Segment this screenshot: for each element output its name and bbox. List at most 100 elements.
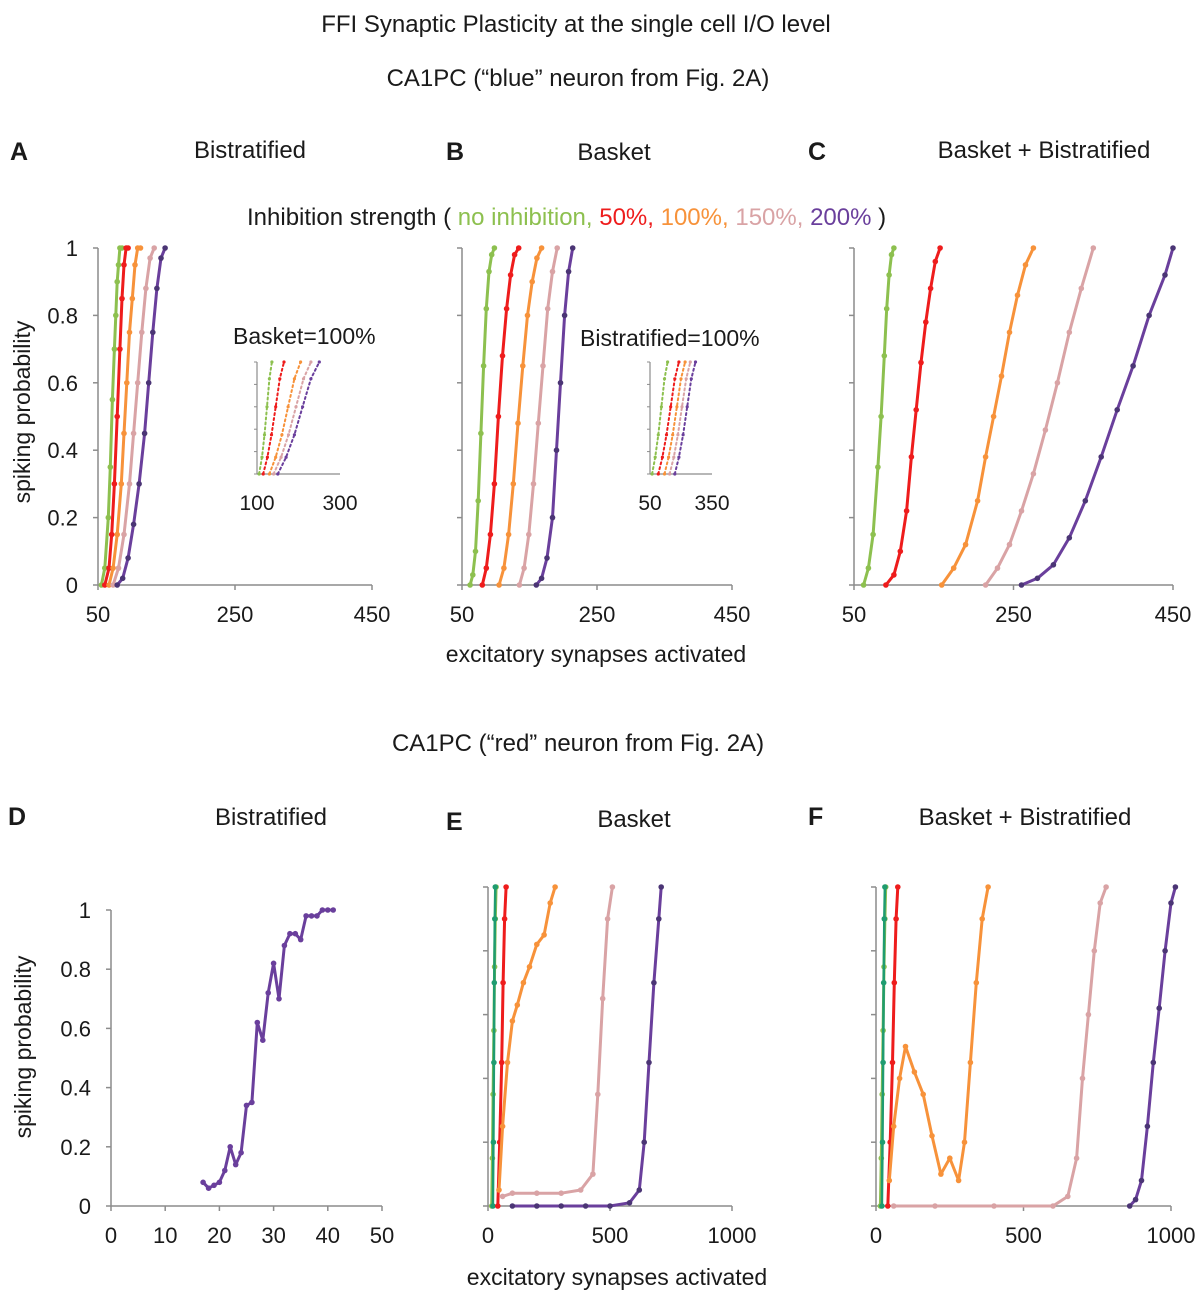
panel-D-series-0-point-18 [297, 936, 304, 943]
panel-D-series-0-point-0 [200, 1179, 206, 1186]
panel-A-inset-series-4-point-1 [284, 455, 288, 459]
panel-F-series-3-point-10 [961, 1139, 968, 1145]
panel-A-series-3-point-2 [121, 531, 127, 538]
panel-A-series-2 [106, 245, 144, 588]
panel-D-series-0-point-11 [260, 1037, 266, 1043]
panel-F-series-3-point-9 [955, 1177, 962, 1184]
panel-C-series-3-point-5 [1042, 427, 1049, 433]
panel-E-series-3 [496, 884, 558, 1193]
panel-C-series-3-point-9 [1090, 245, 1097, 251]
panel-F-series-4-point-3 [1050, 1203, 1056, 1209]
panel-E-series-5 [509, 884, 664, 1209]
panel-C-series-1-point-0 [883, 582, 889, 588]
panel-A-series-2-point-2 [114, 531, 120, 538]
panel-A-series-3-line [111, 246, 156, 587]
panel-F-series-3-point-8 [947, 1155, 953, 1161]
panel-C-series-4-point-7 [1130, 363, 1136, 369]
panel-C-series-2-point-8 [1014, 292, 1021, 299]
panel-C-series-3 [982, 245, 1097, 588]
panel-D-series-0-point-4 [222, 1167, 228, 1174]
panel-B-series-1-point-9 [515, 245, 522, 251]
panel-D-series-0-point-8 [243, 1102, 250, 1109]
panel-B-series-2 [496, 245, 545, 588]
panel-B-inset-series-3-point-3 [680, 405, 684, 409]
panel-F-series-3-point-0 [886, 1177, 893, 1184]
panel-A-series-0-point-8 [115, 262, 122, 268]
panel-F-series-3-point-2 [896, 1075, 903, 1082]
panel-B-inset-series-1-point-2 [664, 433, 669, 437]
panel-A-inset-series-2-point-2 [280, 433, 284, 437]
panel-A-series-1 [102, 245, 131, 588]
panel-A-inset-series-2-point-0 [267, 472, 271, 476]
panel-E-series-5-point-9 [651, 979, 657, 986]
panel-C-series-0-point-0 [860, 582, 867, 588]
panel-B-series-4-point-3 [549, 514, 556, 521]
panel-F-series-3-point-3 [902, 1043, 909, 1050]
panel-B-inset-series-4-line [673, 361, 697, 475]
panel-B-series-2-point-5 [520, 363, 526, 369]
legend: Inhibition strength ( no inhibition, 50%… [247, 204, 886, 231]
panel-A-series-2-point-8 [132, 262, 138, 268]
panel-A-series-4-point-6 [145, 380, 152, 386]
panel-E-x-ticklabel-0: 0 [482, 1223, 494, 1248]
panel-B-series-1-point-1 [483, 565, 490, 571]
panel-C-series-0-point-4 [878, 413, 884, 420]
panel-D-series-0-point-14 [276, 996, 282, 1002]
panel-A-series-3-point-0 [110, 582, 116, 588]
panel-E-x-ticklabel-2: 1000 [708, 1223, 757, 1248]
panel-A-inset-series-3 [272, 360, 313, 476]
panel-A-series-2-point-3 [118, 481, 125, 487]
panel-C-series-1-point-2 [897, 548, 904, 555]
panel-D-series-0-point-17 [292, 930, 299, 937]
panel-A-inset-x-ticklabel-0: 100 [239, 492, 274, 515]
panel-E-series-2-point-0 [495, 1203, 501, 1209]
panel-B-inset-series-0-line [651, 361, 669, 475]
panel-C-series-1-point-8 [927, 285, 934, 292]
panel-B-series-3-point-7 [549, 268, 556, 275]
panel-B-series-4-point-2 [544, 555, 550, 561]
panel-F-series-5-point-3 [1144, 1123, 1151, 1130]
panel-C-series-3-point-6 [1054, 380, 1061, 386]
panel-A-inset-series-2-point-3 [286, 405, 290, 409]
panel-A-inset-series-0-point-1 [260, 455, 264, 459]
panel-B-inset-series-4-point-1 [677, 455, 681, 459]
panel-B-x-ticklabel-0: 50 [450, 602, 474, 627]
panel-A-inset-series-3-point-1 [279, 455, 283, 459]
panel-A-series-3-point-8 [147, 255, 153, 261]
panel-B-series-3-point-6 [544, 305, 551, 312]
panel-A-inset-series-4-point-5 [317, 360, 321, 364]
panel-D-series-0-point-23 [325, 907, 331, 913]
panel-F-series-3-point-7 [938, 1171, 944, 1177]
panel-A-series-0-point-3 [107, 464, 114, 470]
panel-A-series-4-point-8 [154, 285, 160, 292]
panel-B-inset-series-1-point-0 [656, 472, 660, 476]
panel-A-series-1-point-7 [121, 262, 127, 268]
panel-B-series-3-point-5 [540, 363, 546, 369]
panel-E-series-2-point-3 [500, 979, 506, 986]
panel-C-series-3-point-4 [1030, 471, 1037, 477]
panel-A-y-ticklabel-4: 0.8 [47, 303, 78, 328]
panel-C-x-ticklabel-1: 250 [995, 602, 1032, 627]
panel-C-series-2 [938, 245, 1037, 588]
panel-A-series-0-point-4 [109, 396, 116, 403]
panels: A Bistratified 0 0.2 0.4 0.6 0.8 1 50 250 450 Baske… [8, 137, 1195, 1248]
legend-item-150: 150%, [735, 204, 803, 231]
panel-B-inset-series-4-point-0 [673, 472, 677, 476]
panel-A-series-1-point-1 [106, 565, 112, 571]
panel-B-series-2-point-8 [534, 255, 540, 261]
panel-C-series-1-line [884, 246, 942, 587]
panel-E-series-3-point-3 [509, 1018, 516, 1024]
panel-F-series-5-point-2 [1138, 1177, 1145, 1184]
panel-E-series-4-point-8 [604, 916, 611, 922]
panel-D-y-ticklabel-4: 0.8 [60, 957, 91, 982]
panel-B-series-3-point-1 [521, 565, 527, 571]
panel-C-series-2-point-7 [1006, 329, 1013, 336]
panel-E: E Basket 0 500 1000 [446, 806, 756, 1248]
panel-A-inset-series-1-point-5 [282, 360, 286, 364]
panel-A-series-2-point-10 [137, 245, 144, 251]
panel-B-series-4-line [534, 246, 575, 587]
panel-D-series-0 [200, 907, 337, 1191]
panel-C-series-4-point-2 [1050, 562, 1057, 568]
panel-B-inset-series-2-line [663, 361, 687, 475]
panel-A-series-4-point-7 [150, 329, 156, 336]
